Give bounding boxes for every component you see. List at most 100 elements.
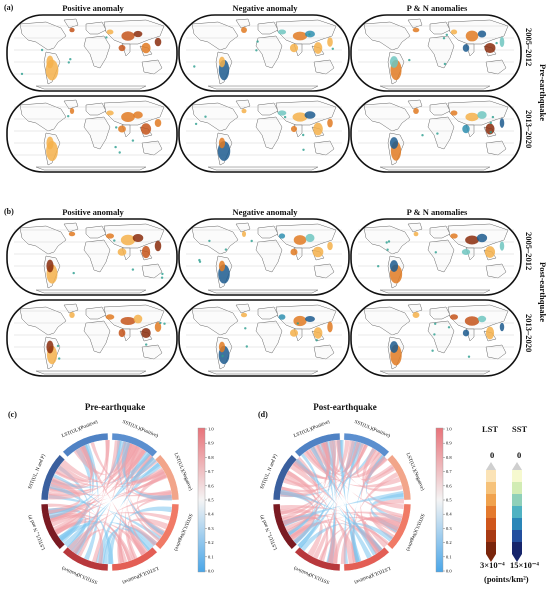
chord-ribbon bbox=[303, 450, 401, 488]
chord-ribbon bbox=[116, 440, 165, 536]
sst-color-step bbox=[512, 494, 522, 506]
chord-ribbon bbox=[280, 441, 331, 497]
panel-c-label: (c) bbox=[8, 410, 17, 419]
lst-color-step bbox=[486, 506, 496, 518]
chord-ribbon bbox=[282, 515, 323, 557]
map-b-2-2 bbox=[178, 299, 350, 377]
sst-color-step bbox=[512, 482, 522, 494]
lst-top-cap bbox=[486, 462, 496, 470]
chord-ribbon bbox=[48, 444, 138, 500]
panel-b-row-label-2: 2013–2020 bbox=[524, 314, 534, 353]
chord-ribbon bbox=[288, 453, 320, 536]
chord-ribbon bbox=[300, 522, 393, 552]
chord-diagram-pre: SST(UL)(Positive)LST(UL)(Negative)SST(UL… bbox=[28, 420, 193, 584]
panel-b-group-label: Post-earthquake bbox=[538, 262, 548, 322]
lst-color-step bbox=[486, 482, 496, 494]
panel-a-row-label-1: 2005–2012 bbox=[524, 28, 534, 67]
colorbar-tick-label: 0.4 bbox=[208, 512, 214, 517]
colorbar-tick-label: 0.8 bbox=[208, 455, 214, 460]
chord-ribbon bbox=[48, 474, 168, 515]
panel-a-col-title-1: Positive anomaly bbox=[62, 3, 124, 13]
legend-sst-label: SST bbox=[512, 424, 528, 434]
colorbar-tick-label: 0.6 bbox=[446, 483, 452, 488]
chord-ribbon bbox=[285, 470, 355, 564]
sst-color-step bbox=[512, 506, 522, 518]
colorbar-tick-label: 0.6 bbox=[208, 483, 214, 488]
panel-a-col-title-2: Negative anomaly bbox=[232, 3, 298, 13]
map-a-2-3 bbox=[350, 95, 522, 173]
sst-color-step bbox=[512, 530, 522, 542]
chord-ribbon bbox=[79, 445, 147, 556]
colorbar-gradient bbox=[197, 427, 206, 573]
legend-lst-bottom: 3×10⁻⁴ bbox=[480, 560, 505, 570]
map-a-1-2 bbox=[178, 14, 350, 92]
chord-ribbon bbox=[340, 516, 402, 564]
chord-ribbon bbox=[63, 456, 157, 548]
chord-segment bbox=[111, 546, 158, 572]
lst-color-step bbox=[486, 470, 496, 482]
chord-ribbon bbox=[102, 528, 152, 564]
panel-b-col-title-3: P & N anomalies bbox=[406, 207, 468, 217]
colorbar-pre: 1.0 0.9 0.8 0.7 0.6 0.5 0.4 0.3 0.2 0.1 0.0 bbox=[197, 427, 214, 574]
chord-ribbon bbox=[132, 455, 161, 483]
colorbar-tick-label: 1.0 bbox=[446, 427, 452, 432]
map-a-1-3 bbox=[350, 14, 522, 92]
chord-ribbon bbox=[60, 459, 165, 485]
chord-ribbon bbox=[53, 441, 130, 533]
chord-ribbon bbox=[369, 498, 404, 540]
panel-b-col-title-2: Negative anomaly bbox=[232, 207, 298, 217]
map-a-2-1 bbox=[6, 95, 178, 173]
chord-ribbon bbox=[360, 451, 383, 554]
colorbar-tick-label: 0.7 bbox=[446, 469, 452, 474]
chord-ribbon bbox=[280, 490, 314, 534]
lst-color-step bbox=[486, 542, 496, 554]
chord-ribbon bbox=[356, 443, 394, 481]
map-b-2-3 bbox=[350, 299, 522, 377]
chord-ribbon bbox=[71, 451, 151, 554]
chord-diagram-post: SST(UL)(Positive)LST(UL)(Negative)SST(UL… bbox=[260, 420, 425, 584]
panel-d-title: Post-earthquake bbox=[313, 402, 377, 412]
legend-sst-top: 0 bbox=[517, 450, 522, 460]
chord-ribbon bbox=[91, 442, 133, 563]
colorbar-tick-label: 0.0 bbox=[208, 569, 214, 574]
sst-color-step bbox=[512, 542, 522, 554]
colorbar-tick-label: 0.8 bbox=[446, 455, 452, 460]
map-b-2-1 bbox=[6, 299, 178, 377]
panel-b-col-title-1: Positive anomaly bbox=[62, 207, 124, 217]
chord-ribbon bbox=[54, 470, 166, 488]
chord-segment bbox=[272, 454, 298, 501]
chord-ribbon bbox=[312, 440, 355, 559]
colorbar-post: 1.0 0.9 0.8 0.7 0.6 0.5 0.4 0.3 0.2 0.1 0.0 bbox=[435, 427, 452, 574]
colorbar-tick-label: 0.4 bbox=[446, 512, 452, 517]
map-b-1-2 bbox=[178, 218, 350, 296]
chord-ribbon bbox=[117, 518, 168, 564]
colorbar-tick-label: 0.2 bbox=[208, 540, 214, 545]
sst-color-step bbox=[512, 518, 522, 530]
legend-sst-bottom: 15×10⁻⁴ bbox=[510, 560, 539, 570]
chord-ribbon bbox=[49, 483, 114, 564]
legend-color-bars bbox=[486, 462, 522, 562]
lst-bottom-cap bbox=[486, 554, 496, 562]
chord-ribbon bbox=[280, 505, 398, 534]
panel-a-label: (a) bbox=[4, 3, 14, 12]
chord-ribbon bbox=[50, 440, 110, 490]
sst-color-step bbox=[512, 470, 522, 482]
chord-ribbon bbox=[328, 440, 337, 564]
chord-ribbon bbox=[289, 516, 399, 540]
colorbar-tick-label: 0.2 bbox=[446, 540, 452, 545]
chord-ribbon bbox=[48, 478, 81, 515]
chord-ribbon bbox=[126, 446, 148, 554]
colorbar-tick-label: 0.1 bbox=[208, 554, 214, 559]
panel-b-label: (b) bbox=[4, 207, 14, 216]
chord-ribbon bbox=[297, 442, 364, 549]
colorbar-tick-label: 0.5 bbox=[446, 498, 452, 503]
panel-b-row-label-1: 2005–2012 bbox=[524, 232, 534, 271]
colorbar-tick-label: 0.9 bbox=[208, 441, 214, 446]
colorbar-tick-label: 0.5 bbox=[208, 498, 214, 503]
colorbar-tick-label: 1.0 bbox=[208, 427, 214, 432]
chord-ribbon bbox=[282, 440, 342, 525]
chord-segment bbox=[294, 546, 341, 572]
panel-a-row-label-2: 2013–2020 bbox=[524, 110, 534, 149]
chord-ribbon bbox=[50, 515, 104, 564]
colorbar-tick-label: 0.3 bbox=[446, 526, 452, 531]
